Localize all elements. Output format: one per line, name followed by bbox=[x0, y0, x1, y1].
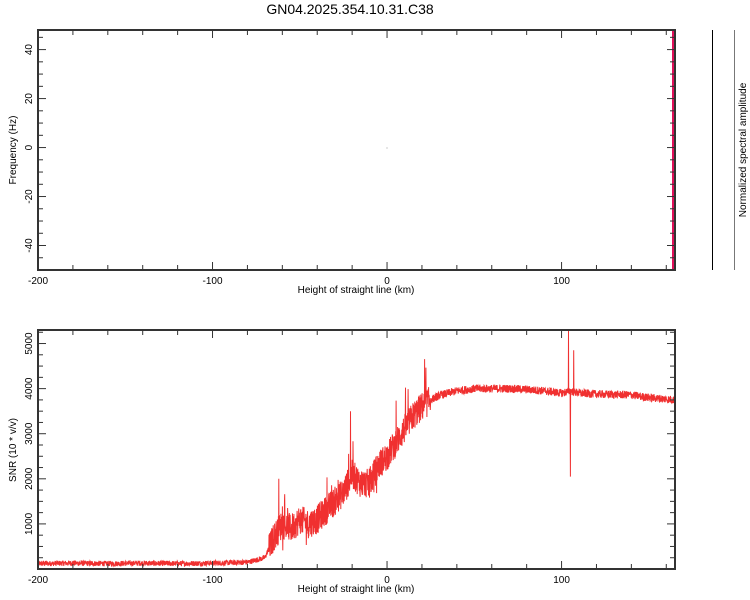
colorbar-label: Normalized spectral amplitude bbox=[738, 82, 749, 217]
top-xtick-label: -200 bbox=[28, 276, 48, 287]
spectrogram-area bbox=[38, 30, 675, 270]
top-ytick-label: 40 bbox=[24, 44, 35, 56]
spectrogram-mark bbox=[386, 147, 388, 149]
bottom-xtick-label: 100 bbox=[553, 575, 570, 586]
bottom-xtick-label: 0 bbox=[384, 575, 390, 586]
top-xlabel: Height of straight line (km) bbox=[298, 285, 415, 296]
snr-frame bbox=[37, 329, 676, 570]
spectrogram-edge-band bbox=[672, 30, 675, 270]
snr-panel: -200 -100 0 100 1000 2000 3000 4000 5000 Height … bbox=[8, 329, 676, 595]
bottom-ytick-label: 3000 bbox=[24, 422, 35, 445]
bottom-xlabel: Height of straight line (km) bbox=[298, 584, 415, 595]
bottom-ylabel: SNR (10 * v/v) bbox=[8, 418, 19, 482]
bottom-ytick-label: 1000 bbox=[24, 512, 35, 535]
top-ytick-label: 0 bbox=[24, 144, 35, 150]
figure-title: GN04.2025.354.10.31.C38 bbox=[266, 1, 434, 17]
top-ytick-label: -20 bbox=[24, 189, 35, 204]
bottom-xtick-label: -100 bbox=[203, 575, 223, 586]
top-xtick-label: 100 bbox=[553, 276, 570, 287]
top-xtick-label: 0 bbox=[384, 276, 390, 287]
top-xtick-label: -100 bbox=[203, 276, 223, 287]
top-ylabel: Frequency (Hz) bbox=[8, 116, 19, 185]
bottom-ytick-label: 2000 bbox=[24, 467, 35, 490]
snr-series-line bbox=[37, 329, 676, 568]
bottom-ytick-label: 4000 bbox=[24, 377, 35, 400]
bottom-ytick-label: 5000 bbox=[24, 332, 35, 355]
spectrogram-frame bbox=[37, 29, 676, 271]
top-ytick-label: -40 bbox=[24, 238, 35, 253]
top-ytick-label: 20 bbox=[24, 93, 35, 105]
bottom-xtick-label: -200 bbox=[28, 575, 48, 586]
